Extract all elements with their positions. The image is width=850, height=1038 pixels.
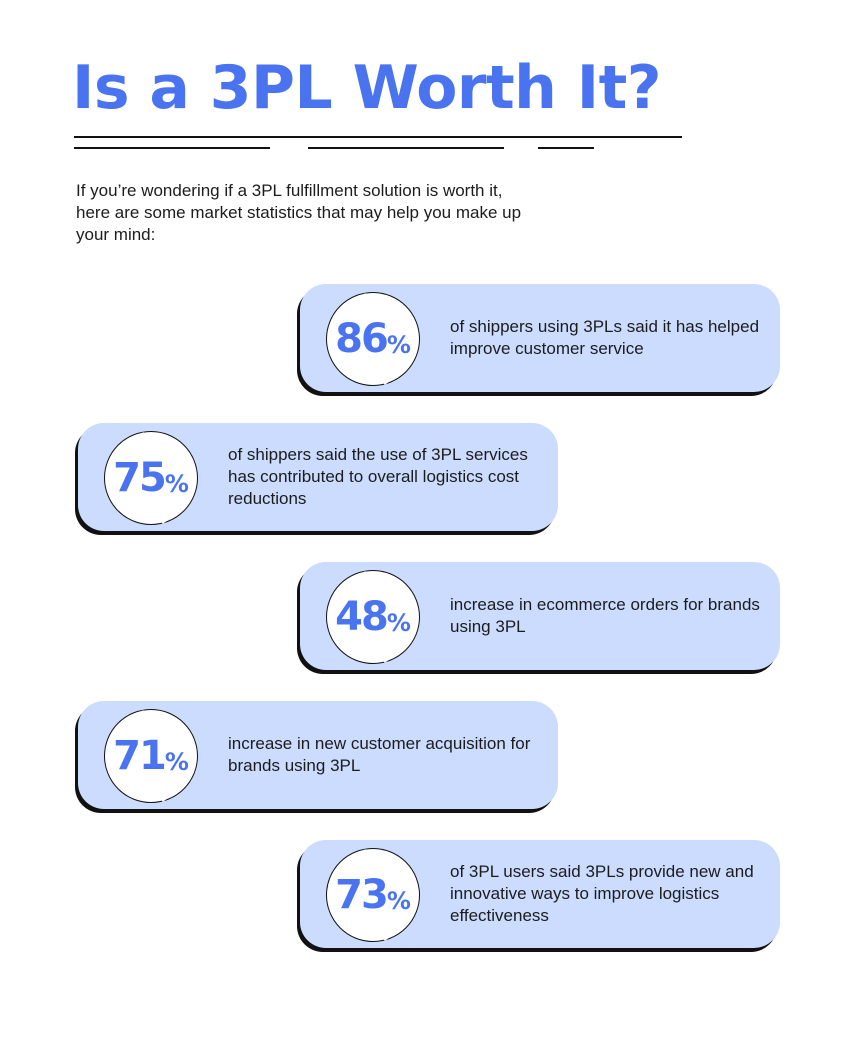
stat-text: of shippers using 3PLs said it has helpe… (450, 317, 760, 358)
stat-percentage: 73% (327, 849, 419, 941)
percent-sign: % (164, 470, 189, 498)
title-rule-segment-3 (538, 147, 594, 149)
stat-text: increase in ecommerce orders for brands … (450, 595, 760, 636)
stat-circle: 73% (326, 848, 420, 942)
stat-value: 86 (335, 316, 389, 362)
title-rule-segment-2 (308, 147, 504, 149)
stat-value: 48 (335, 594, 389, 640)
title-underline (74, 136, 682, 138)
stat-description: of shippers using 3PLs said it has helpe… (450, 284, 760, 392)
stat-text: of shippers said the use of 3PL services… (228, 445, 528, 508)
stat-percentage: 86% (327, 293, 419, 385)
stat-card: 75% of shippers said the use of 3PL serv… (78, 423, 558, 531)
stat-circle: 71% (104, 709, 198, 803)
stat-description: of shippers said the use of 3PL services… (228, 423, 538, 531)
stat-percentage: 75% (105, 432, 197, 524)
intro-paragraph: If you’re wondering if a 3PL fulfillment… (76, 181, 522, 244)
percent-sign: % (386, 609, 411, 637)
stat-text: of 3PL users said 3PLs provide new and i… (450, 862, 754, 925)
stat-circle: 75% (104, 431, 198, 525)
percent-sign: % (386, 331, 411, 359)
stat-circle: 48% (326, 570, 420, 664)
stat-text: increase in new customer acquisition for… (228, 734, 531, 775)
stat-description: increase in ecommerce orders for brands … (450, 562, 760, 670)
stat-value: 75 (113, 455, 167, 501)
stat-circle: 86% (326, 292, 420, 386)
stat-card: 48% increase in ecommerce orders for bra… (300, 562, 780, 670)
percent-sign: % (386, 887, 411, 915)
stat-card: 73% of 3PL users said 3PLs provide new a… (300, 840, 780, 948)
stat-description: increase in new customer acquisition for… (228, 701, 538, 809)
stat-description: of 3PL users said 3PLs provide new and i… (450, 840, 760, 948)
stat-card: 71% increase in new customer acquisition… (78, 701, 558, 809)
stat-value: 71 (113, 733, 167, 779)
page-title: Is a 3PL Worth It? (72, 53, 662, 123)
stat-percentage: 71% (105, 710, 197, 802)
stat-percentage: 48% (327, 571, 419, 663)
stat-value: 73 (335, 872, 389, 918)
stat-card: 86% of shippers using 3PLs said it has h… (300, 284, 780, 392)
percent-sign: % (164, 748, 189, 776)
title-rule-segment-1 (74, 147, 270, 149)
